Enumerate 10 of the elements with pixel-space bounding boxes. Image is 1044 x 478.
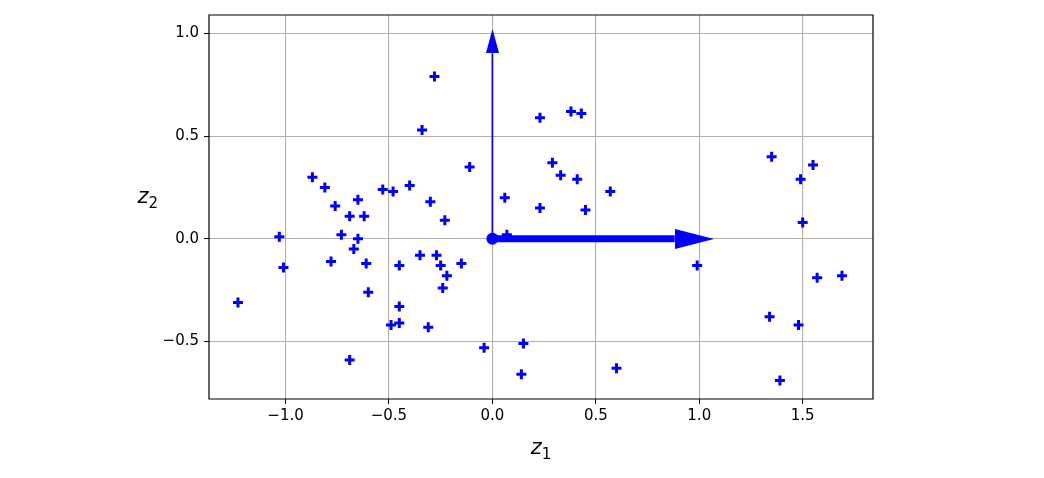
y-tick-label: 0.5 [175,126,199,145]
x-tick-label: −0.5 [370,405,408,424]
x-tick-label: 0.5 [583,405,608,424]
x-tick-label: 1.5 [790,405,815,424]
y-tick-label: 0.0 [175,228,199,247]
y-tick-label: 1.0 [175,23,199,42]
y-tick-label: −0.5 [162,331,199,350]
x-tick-label: −1.0 [267,405,304,424]
x-tick-label: 1.0 [687,405,712,424]
x-tick-label: 0.0 [480,405,505,424]
